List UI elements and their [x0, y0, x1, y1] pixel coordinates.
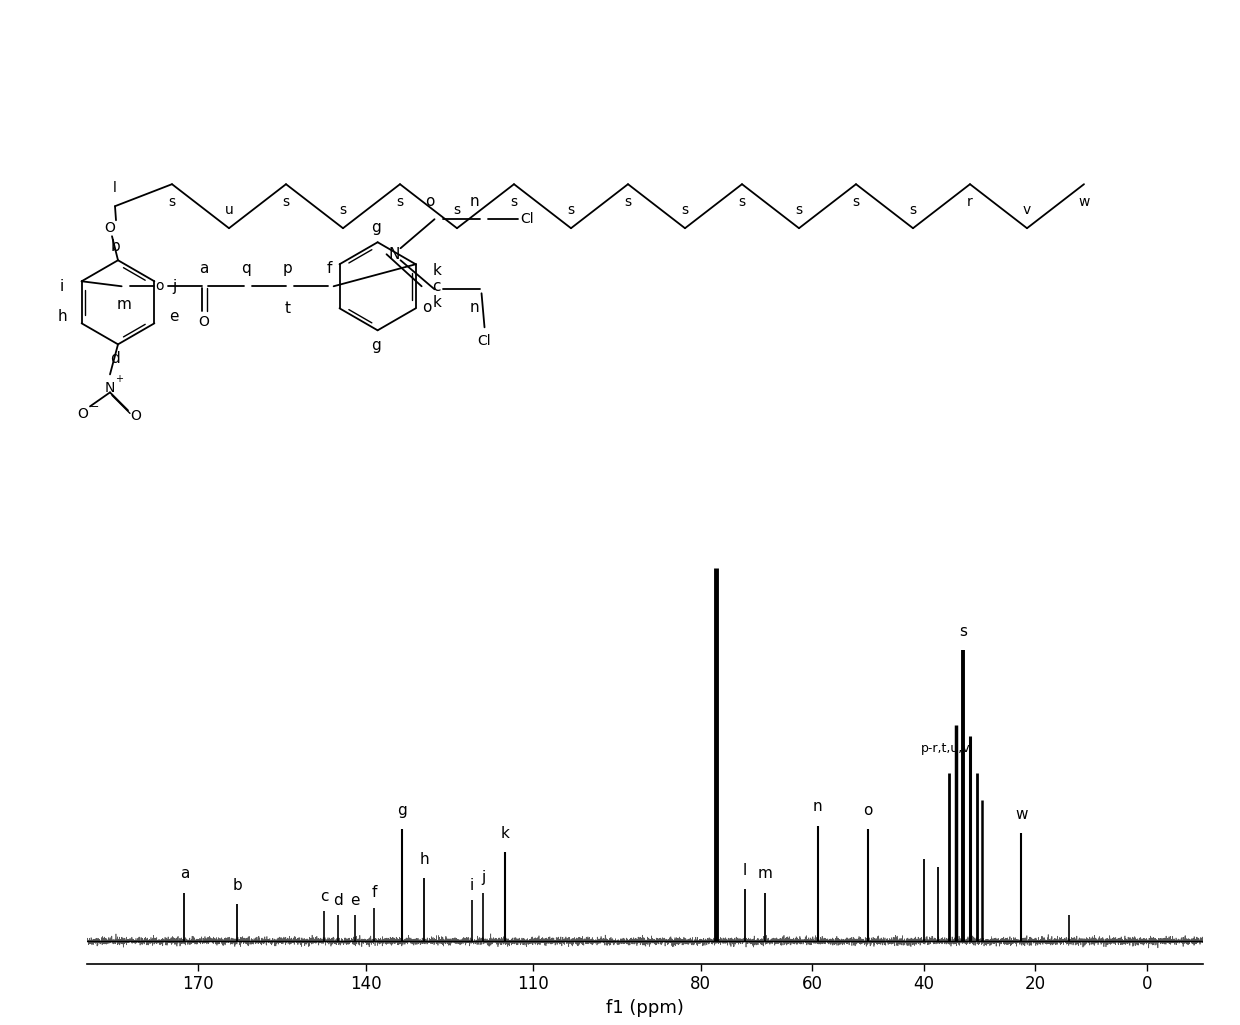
Text: s: s	[511, 195, 517, 209]
Text: k: k	[501, 825, 510, 840]
Text: v: v	[1023, 203, 1032, 217]
Text: p: p	[283, 260, 293, 276]
Text: t: t	[285, 300, 290, 316]
Text: O: O	[130, 409, 141, 423]
Text: g: g	[371, 338, 381, 353]
Text: s: s	[169, 195, 176, 209]
Text: g: g	[397, 804, 407, 818]
Text: o: o	[863, 804, 873, 818]
Text: s: s	[568, 203, 574, 217]
Text: s: s	[283, 195, 290, 209]
Text: n: n	[813, 800, 822, 815]
Text: j: j	[481, 870, 485, 886]
Text: s: s	[454, 203, 460, 217]
Text: s: s	[852, 195, 859, 209]
Text: e: e	[169, 309, 179, 324]
Text: Cl: Cl	[477, 334, 491, 349]
Text: c: c	[433, 279, 441, 294]
Text: Cl: Cl	[521, 212, 534, 227]
Text: o: o	[422, 299, 432, 315]
Text: s: s	[959, 624, 967, 640]
Text: s: s	[739, 195, 745, 209]
Text: d: d	[334, 893, 342, 907]
Text: +: +	[115, 374, 123, 384]
Text: s: s	[625, 195, 631, 209]
Text: w: w	[1016, 807, 1028, 822]
Text: i: i	[470, 877, 474, 893]
Text: a: a	[198, 260, 208, 276]
Text: l: l	[113, 181, 117, 195]
Text: p-r,t,u,v: p-r,t,u,v	[921, 742, 971, 754]
Text: i: i	[60, 279, 64, 294]
Text: r: r	[967, 195, 973, 209]
Text: f: f	[372, 886, 377, 900]
Text: O: O	[198, 316, 210, 329]
Text: o: o	[155, 279, 164, 293]
Text: h: h	[57, 309, 67, 324]
Text: q: q	[241, 260, 250, 276]
Text: s: s	[795, 203, 802, 217]
X-axis label: f1 (ppm): f1 (ppm)	[606, 998, 683, 1017]
Text: f: f	[327, 260, 332, 276]
Text: n: n	[470, 299, 480, 315]
Text: s: s	[682, 203, 688, 217]
Text: c: c	[320, 889, 329, 904]
Text: O: O	[78, 407, 88, 421]
Text: o: o	[425, 194, 434, 209]
Text: a: a	[180, 866, 190, 882]
Text: j: j	[172, 279, 176, 294]
Text: O: O	[104, 221, 115, 235]
Text: N: N	[105, 381, 115, 396]
Text: s: s	[909, 203, 916, 217]
Text: −: −	[91, 403, 99, 412]
Text: k: k	[433, 262, 441, 278]
Text: s: s	[397, 195, 403, 209]
Text: d: d	[110, 351, 120, 366]
Text: m: m	[758, 866, 773, 882]
Text: h: h	[419, 852, 429, 866]
Text: w: w	[1079, 195, 1090, 209]
Text: b: b	[233, 877, 242, 893]
Text: b: b	[110, 239, 120, 254]
Text: g: g	[371, 219, 381, 235]
Text: m: m	[117, 297, 131, 312]
Text: N: N	[389, 247, 401, 261]
Text: u: u	[224, 203, 233, 217]
Text: k: k	[433, 295, 441, 310]
Text: l: l	[743, 863, 748, 877]
Text: s: s	[340, 203, 346, 217]
Text: n: n	[470, 194, 480, 209]
Text: e: e	[350, 893, 360, 907]
